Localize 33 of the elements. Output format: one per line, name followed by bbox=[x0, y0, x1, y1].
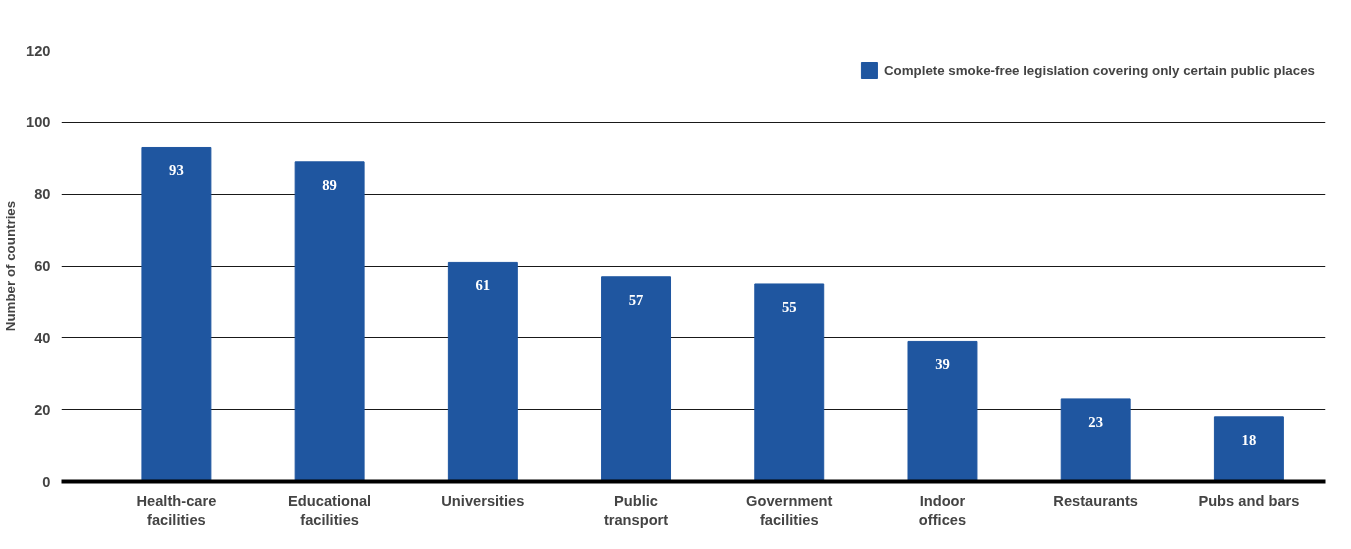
bar bbox=[141, 146, 212, 482]
data-label: 61 bbox=[475, 277, 491, 294]
data-label: 93 bbox=[169, 162, 184, 179]
x-tick-label: Public transport bbox=[603, 492, 669, 528]
x-tick-label: Health-care facilities bbox=[136, 492, 217, 528]
bar bbox=[601, 276, 672, 482]
bar bbox=[447, 261, 518, 482]
y-tick-label: 40 bbox=[34, 329, 51, 346]
y-tick-label: 120 bbox=[26, 42, 51, 59]
x-tick-label: Pubs and bars bbox=[1198, 492, 1300, 509]
bar bbox=[1060, 398, 1131, 482]
data-label: 55 bbox=[781, 298, 797, 315]
y-tick-label: 60 bbox=[34, 258, 51, 274]
bar bbox=[754, 283, 825, 482]
data-label: 23 bbox=[1088, 413, 1104, 430]
data-label: 89 bbox=[322, 176, 337, 193]
bar bbox=[294, 161, 365, 482]
data-label: 57 bbox=[628, 291, 644, 308]
x-tick-label: Educational facilities bbox=[288, 492, 372, 528]
x-tick-label: Government facilities bbox=[746, 492, 833, 528]
x-tick-label: Universities bbox=[441, 492, 525, 509]
y-tick-label: 0 bbox=[42, 473, 51, 490]
x-tick-label: Indoor offices bbox=[918, 492, 967, 528]
y-tick-label: 100 bbox=[26, 114, 51, 131]
bar bbox=[1213, 416, 1284, 482]
data-label: 18 bbox=[1241, 431, 1257, 448]
y-tick-label: 80 bbox=[34, 186, 51, 203]
y-tick-label: 20 bbox=[34, 401, 51, 418]
y-axis-title: Number of countries bbox=[3, 200, 19, 332]
legend-label: Complete smoke-free legislation covering only certain public places bbox=[883, 62, 1315, 78]
x-tick-label: Restaurants bbox=[1053, 492, 1139, 509]
data-label: 39 bbox=[935, 356, 950, 373]
bar bbox=[907, 340, 978, 482]
